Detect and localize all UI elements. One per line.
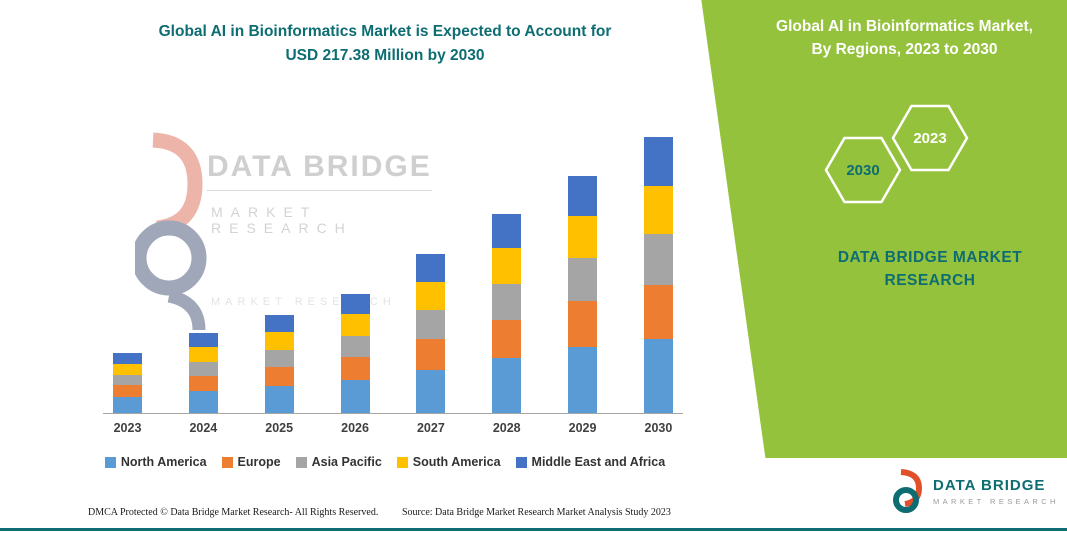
legend-label: Asia Pacific [311,455,382,469]
legend-swatch [104,456,116,468]
bar-2028 [492,213,522,413]
bar-segment [568,216,598,259]
bar-2024 [188,333,218,413]
bar-segment [264,331,294,350]
x-label-2028: 2028 [492,421,521,435]
bar-segment [188,376,218,392]
x-label-2024: 2024 [189,421,218,435]
legend-item: North America [104,455,207,469]
bar-segment [643,137,673,186]
chart-title: Global AI in Bioinformatics Market is Ex… [85,20,685,68]
x-label-2025: 2025 [265,421,294,435]
bar-segment [492,358,522,413]
x-label-2030: 2030 [644,421,673,435]
bar-segment [492,248,522,284]
footer-dmca-text: DMCA Protected © Data Bridge Market Rese… [88,507,379,518]
bar-segment [113,374,142,386]
bar-segment [568,175,598,217]
bar-segment [643,284,673,340]
side-panel [701,0,1067,458]
bar-segment [416,282,446,311]
bar-segment [113,396,142,413]
bar-2030 [643,137,673,413]
bottom-border [0,528,1067,531]
chart-title-line1: Global AI in Bioinformatics Market is Ex… [158,23,612,40]
bar-segment [264,315,294,332]
bar-2023 [113,353,142,413]
bar-segment [492,320,522,359]
legend-item: Asia Pacific [295,455,382,469]
bar-segment [188,333,218,348]
bar-segment [416,310,446,340]
bar-segment [643,234,673,285]
legend-item: South America [396,455,501,469]
bar-plot [103,121,683,414]
chart-title-line2: USD 217.38 Million by 2030 [285,47,485,65]
side-panel-heading-line2: By Regions, 2023 to 2030 [811,41,998,59]
bar-2025 [264,315,294,413]
bar-segment [340,380,370,413]
bar-segment [416,339,446,370]
legend-swatch [295,456,307,468]
bar-segment [113,363,142,375]
legend-label: South America [412,455,501,469]
company-logo-sub: MARKET RESEARCH [933,496,1059,506]
legend-item: Middle East and Africa [515,455,666,469]
bar-2027 [416,254,446,413]
bar-segment [264,386,294,413]
bar-segment [264,349,294,368]
bar-segment [416,254,446,283]
x-label-2027: 2027 [416,421,445,435]
bar-segment [492,213,522,249]
x-label-2023: 2023 [113,421,142,435]
bar-segment [416,369,446,413]
company-logo: DATA BRIDGE MARKET RESEARCH [893,468,1059,514]
legend-item: Europe [221,455,281,469]
bar-segment [340,357,370,380]
company-logo-icon [893,469,923,513]
bar-segment [568,258,598,302]
bar-2026 [340,293,370,413]
x-label-2026: 2026 [341,421,369,435]
bar-segment [340,335,370,358]
bar-segment [643,339,673,413]
x-axis-labels: 2023 2024 2025 2026 2027 2028 2029 2030 [103,421,683,435]
side-panel-heading: Global AI in Bioinformatics Market, By R… [757,15,1052,62]
hexagon-years-graphic: 2030 2023 [824,104,969,204]
bar-segment [188,362,218,377]
bar-segment [188,391,218,413]
hexagon-year-back: 2030 [846,162,879,179]
bar-segment [492,283,522,321]
bar-segment [568,301,598,347]
legend-label: Middle East and Africa [531,455,666,469]
x-label-2029: 2029 [568,421,597,435]
bar-segment [188,347,218,363]
bar-segment [643,185,673,235]
bar-2029 [568,175,598,413]
side-panel-heading-line1: Global AI in Bioinformatics Market, [776,18,1033,35]
side-panel-brand-text: DATA BRIDGE MARKET RESEARCH [837,249,1023,290]
company-logo-brand: DATA BRIDGE [933,476,1046,494]
bar-segment [340,293,370,314]
bar-segment [340,313,370,336]
hexagon-year-front: 2023 [913,130,946,147]
bar-segment [113,385,142,397]
footer-source-text: Source: Data Bridge Market Research Mark… [402,507,671,518]
bar-segment [264,367,294,387]
legend-label: North America [120,455,207,469]
legend-label: Europe [237,455,281,469]
legend-swatch [221,456,233,468]
bar-segment [113,353,142,364]
bar-segment [568,347,598,413]
legend-swatch [515,456,527,468]
chart-legend: North America Europe Asia Pacific South Ame… [75,455,695,469]
legend-swatch [396,456,408,468]
